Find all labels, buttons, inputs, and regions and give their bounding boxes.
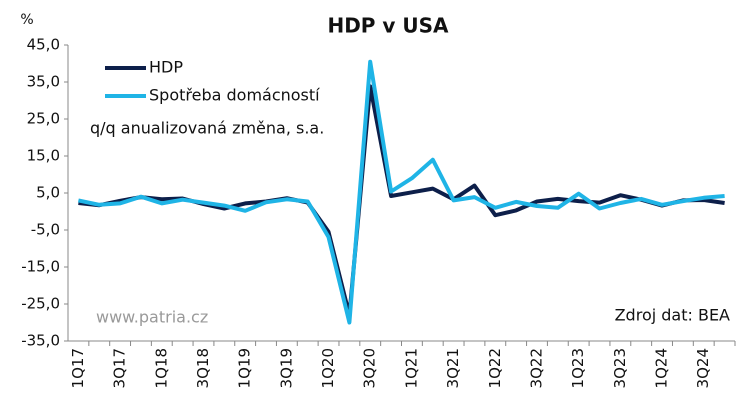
x-tick-label: 1Q19 [236,348,254,388]
x-tick-label: 1Q24 [653,348,671,388]
legend-label: Spotřeba domácností [149,86,320,105]
x-tick-label: 3Q18 [194,348,212,388]
y-tick-label: 35,0 [27,73,60,91]
x-tick-label: 3Q20 [361,348,379,388]
y-tick-label: 25,0 [27,110,60,128]
x-tick-label: 1Q21 [402,348,420,388]
source: Zdroj dat: BEA [615,306,730,325]
y-tick-label: 15,0 [27,147,60,165]
x-tick-label: 3Q17 [111,348,129,388]
x-tick-label: 1Q23 [569,348,587,388]
x-tick-label: 3Q21 [444,348,462,388]
x-tick-label: 3Q19 [277,348,295,388]
watermark: www.patria.cz [96,308,208,327]
x-tick-label: 1Q20 [319,348,337,388]
legend-label: HDP [149,58,183,77]
y-tick-label: -15,0 [21,258,60,276]
x-tick-label: 3Q22 [527,348,545,388]
y-tick-label: 45,0 [27,36,60,54]
x-tick-label: 1Q18 [152,348,170,388]
x-tick-label: 1Q17 [69,348,87,388]
subtitle: q/q anualizovaná změna, s.a. [90,119,324,138]
y-tick-label: 5,0 [36,184,60,202]
x-tick-label: 1Q22 [486,348,504,388]
x-tick-label: 3Q24 [694,348,712,388]
chart-title: HDP v USA [327,14,449,38]
series-line [77,59,725,325]
y-axis-label: % [20,12,33,28]
y-tick-label: -5,0 [31,221,60,239]
y-tick-label: -25,0 [21,295,60,313]
x-tick-label: 3Q23 [611,348,629,388]
y-tick-label: -35,0 [21,332,60,350]
